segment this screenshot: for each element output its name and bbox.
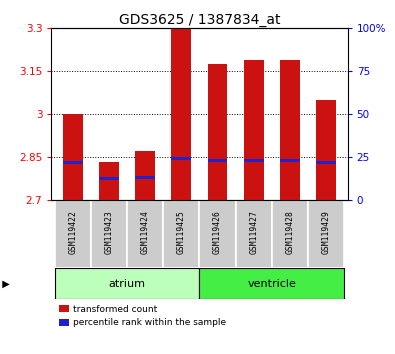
Bar: [135, 151, 155, 200]
Bar: [316, 100, 336, 200]
Bar: [208, 64, 228, 200]
Text: GSM119428: GSM119428: [285, 211, 294, 255]
Text: atrium: atrium: [109, 279, 146, 289]
Bar: [208, 159, 228, 162]
Bar: [171, 28, 191, 200]
Bar: [55, 268, 199, 299]
Bar: [171, 156, 191, 160]
Bar: [316, 161, 336, 164]
Text: GSM119422: GSM119422: [68, 211, 77, 255]
Bar: [244, 159, 263, 162]
Text: GSM119424: GSM119424: [141, 211, 150, 255]
Bar: [63, 161, 83, 164]
Text: GSM119425: GSM119425: [177, 211, 186, 255]
Bar: [244, 60, 263, 200]
Text: GSM119423: GSM119423: [105, 211, 114, 255]
Bar: [127, 200, 164, 268]
Bar: [272, 200, 308, 268]
Title: GDS3625 / 1387834_at: GDS3625 / 1387834_at: [119, 13, 280, 27]
Text: GSM119429: GSM119429: [322, 211, 331, 255]
Bar: [280, 60, 300, 200]
Bar: [164, 200, 199, 268]
Bar: [63, 114, 83, 200]
Bar: [91, 200, 127, 268]
Bar: [199, 268, 344, 299]
Text: GSM119427: GSM119427: [249, 211, 258, 255]
Bar: [55, 200, 91, 268]
Bar: [99, 162, 119, 200]
Bar: [135, 176, 155, 179]
Text: tissue ▶: tissue ▶: [0, 279, 10, 289]
Bar: [99, 177, 119, 180]
Text: GSM119426: GSM119426: [213, 211, 222, 255]
Bar: [308, 200, 344, 268]
Bar: [280, 159, 300, 162]
Bar: [235, 200, 272, 268]
Text: ventricle: ventricle: [247, 279, 296, 289]
Bar: [199, 200, 235, 268]
Legend: transformed count, percentile rank within the sample: transformed count, percentile rank withi…: [56, 301, 230, 331]
